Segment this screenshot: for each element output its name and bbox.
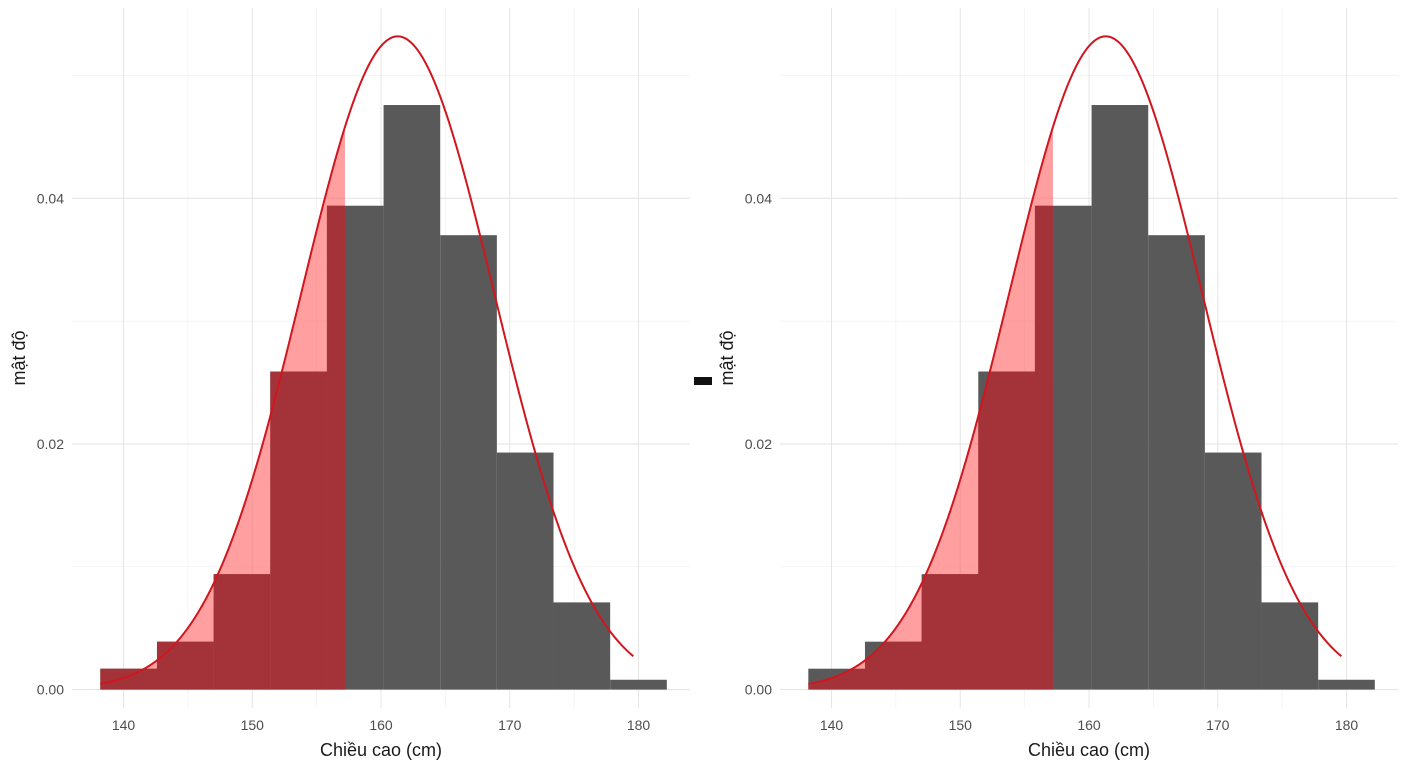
histogram-bar <box>1204 452 1262 690</box>
x-tick-label: 140 <box>820 717 844 733</box>
y-tick-label: 0.04 <box>745 190 772 206</box>
text-cursor-mark <box>694 377 712 385</box>
y-axis-title: mật độ <box>9 330 29 385</box>
x-tick-label: 150 <box>241 717 265 733</box>
tick-labels: 140 150 160 170 180 0.00 0.02 0.04 <box>745 190 1359 733</box>
shaded-region <box>808 127 1053 690</box>
histogram-bar <box>1318 679 1375 690</box>
shaded-bar <box>156 641 214 690</box>
y-tick-label: 0.02 <box>37 436 64 452</box>
tick-labels: 140 150 160 170 180 0.00 0.02 0.04 <box>37 190 651 733</box>
x-axis-title: Chiều cao (cm) <box>320 740 442 760</box>
histogram-bar <box>496 452 554 690</box>
x-tick-label: 180 <box>627 717 651 733</box>
histogram-bars <box>808 105 1375 690</box>
y-tick-label: 0.00 <box>745 682 772 698</box>
x-tick-label: 160 <box>1077 717 1101 733</box>
shaded-bar <box>213 574 271 690</box>
left-histogram-panel: 140 150 160 170 180 0.00 0.02 0.04 Chiều cao (cm… <box>9 8 690 760</box>
x-tick-label: 170 <box>1206 717 1230 733</box>
normal-density-curve <box>100 35 634 685</box>
shaded-region <box>100 127 345 690</box>
normal-density-curve <box>808 35 1342 685</box>
x-tick-label: 170 <box>498 717 522 733</box>
shaded-bar <box>270 371 327 690</box>
histogram-bar <box>1091 105 1149 690</box>
x-tick-label: 150 <box>949 717 973 733</box>
histogram-bar <box>440 235 497 690</box>
x-tick-label: 160 <box>369 717 393 733</box>
shaded-bar-region <box>808 127 1053 690</box>
y-tick-label: 0.02 <box>745 436 772 452</box>
histogram-bar <box>1148 235 1205 690</box>
x-tick-label: 180 <box>1335 717 1359 733</box>
x-tick-label: 140 <box>112 717 136 733</box>
histogram-bars <box>100 105 667 690</box>
y-tick-label: 0.00 <box>37 682 64 698</box>
y-axis-title: mật độ <box>717 330 737 385</box>
histogram-bar <box>383 105 441 690</box>
histogram-bar <box>610 679 667 690</box>
shaded-bar <box>326 205 345 690</box>
shaded-bar <box>100 668 157 690</box>
right-histogram-panel: 140 150 160 170 180 0.00 0.02 0.04 Chiều cao (cm… <box>717 8 1398 760</box>
y-tick-label: 0.04 <box>37 190 64 206</box>
histogram-bar <box>1261 602 1319 690</box>
x-axis-title: Chiều cao (cm) <box>1028 740 1150 760</box>
histogram-bar <box>553 602 611 690</box>
